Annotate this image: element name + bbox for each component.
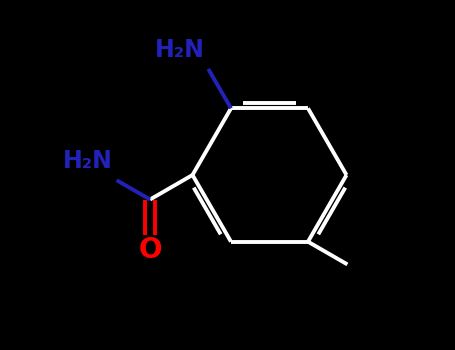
Text: H₂N: H₂N xyxy=(63,149,113,173)
Text: O: O xyxy=(138,236,162,264)
Text: H₂N: H₂N xyxy=(155,38,205,62)
